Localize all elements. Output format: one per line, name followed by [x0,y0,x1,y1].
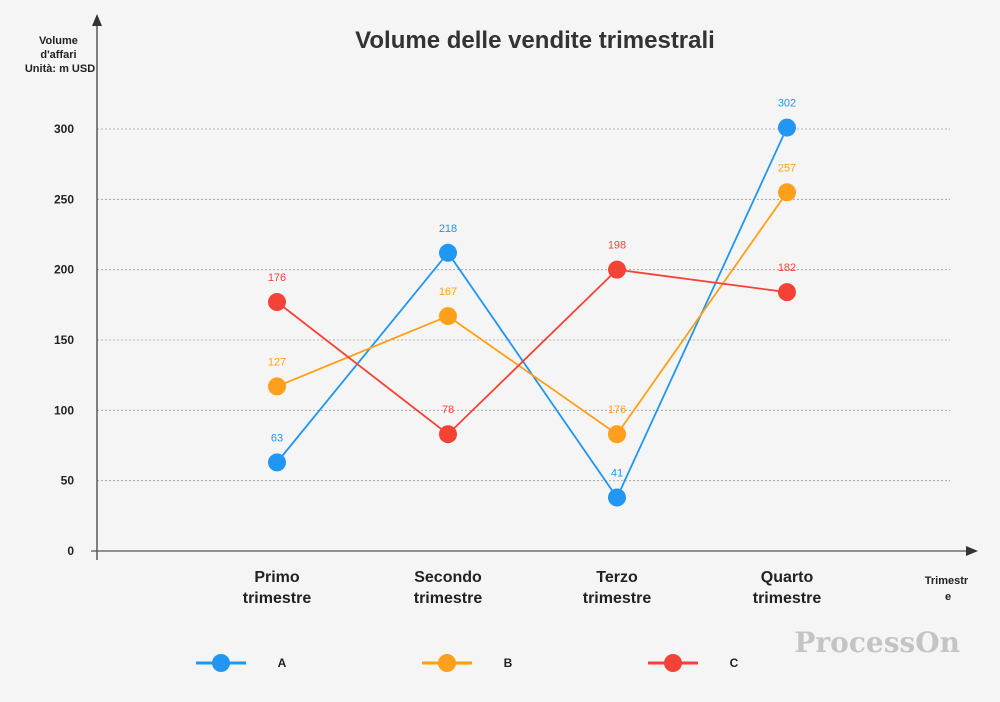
data-label: 127 [268,356,286,368]
x-axis-title-line: Trimestr [925,575,969,587]
series-C: 176 78 198 182 [268,240,796,444]
data-label: 302 [778,98,796,110]
data-label: 182 [778,262,796,274]
legend-item: A [196,654,287,672]
x-category-label-line: Quarto [761,569,814,586]
legend: A B C [196,654,739,672]
legend-label: C [730,656,739,670]
axes [91,14,978,560]
data-point [608,260,626,279]
data-point [439,307,457,326]
y-axis-title-line: Volume [39,35,78,47]
series-line [276,191,788,436]
legend-label: B [504,656,513,670]
series-line [276,268,788,436]
legend-label: A [278,656,287,670]
y-tick-label: 100 [54,403,74,417]
x-axis-arrow [966,546,978,556]
data-label: 176 [268,272,286,284]
y-axis-arrow [92,14,102,26]
data-point [268,377,286,396]
x-category-label: Terzo trimestre [583,569,652,607]
y-tick-label: 200 [54,263,74,277]
x-category-label: Quarto trimestre [753,569,822,607]
watermark-text: ProcessOn [794,626,960,659]
y-tick-label: 150 [54,333,74,347]
data-point [778,283,796,302]
data-label: 198 [608,240,626,252]
data-label: 41 [611,468,623,480]
y-tick-label: 0 [67,544,74,558]
series-B: 127 167 176 257 [268,162,796,444]
data-label: 63 [271,432,283,444]
x-category-label-line: Secondo [414,569,482,586]
series-line [276,127,788,500]
data-point [778,183,796,202]
x-category-label-line: trimestre [414,590,483,607]
x-category-label: Secondo trimestre [414,569,483,607]
data-label: 257 [778,162,796,174]
x-category-label-line: trimestre [583,590,652,607]
data-point [268,293,286,312]
y-tick-labels: 0 50 100 150 200 250 300 [54,122,74,558]
data-point [439,425,457,444]
x-category-label-line: Terzo [596,569,638,586]
data-point [608,425,626,444]
y-axis-title-line: Unità: m USD [25,63,95,75]
x-category-label-line: Primo [254,569,300,586]
y-axis-title-line: d'affari [40,49,76,61]
legend-swatch-marker [212,654,230,672]
x-category-label-line: trimestre [243,590,312,607]
series-A: 63 218 41 302 [268,98,796,507]
chart-title: Volume delle vendite trimestrali [355,27,715,54]
data-point [778,118,796,137]
data-label: 167 [439,286,457,298]
x-category-label-line: trimestre [753,590,822,607]
legend-item: B [422,654,513,672]
y-tick-label: 300 [54,122,74,136]
x-category-label: Primo trimestre [243,569,312,607]
grid [97,128,950,482]
legend-item: C [648,654,739,672]
data-label: 78 [442,404,454,416]
y-axis-title: Volume d'affari Unità: m USD [25,35,95,75]
y-tick-label: 50 [61,474,75,488]
x-axis-title: Trimestr e [925,575,971,603]
series: 63 218 41 302 127 167 176 257 176 78 198 182 [268,98,796,507]
data-label: 218 [439,223,457,235]
legend-swatch-marker [664,654,682,672]
data-point [268,453,286,472]
y-tick-label: 250 [54,192,74,206]
data-label: 176 [608,404,626,416]
data-point [608,488,626,507]
data-point [439,243,457,262]
x-axis-title-line: e [945,591,951,603]
legend-swatch-marker [438,654,456,672]
x-category-labels: Primo trimestre Secondo trimestre Terzo trime… [243,569,822,607]
